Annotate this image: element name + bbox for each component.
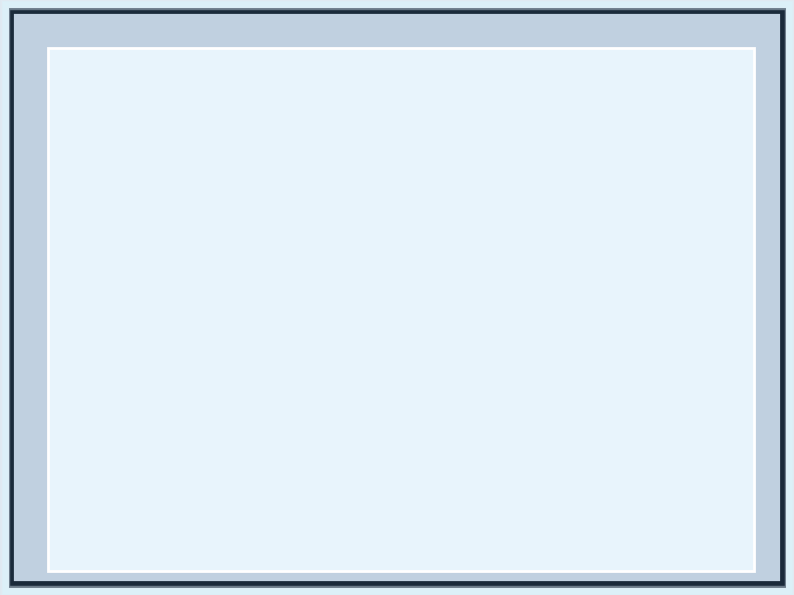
Text: Two charged plates: Two charged plates (132, 455, 253, 465)
Text: -: - (238, 256, 245, 271)
Text: +: + (137, 277, 150, 292)
Text: d is the distance
between the plates: d is the distance between the plates (434, 470, 646, 514)
Bar (225, 148, 257, 420)
Text: +: + (137, 214, 150, 228)
Bar (128, 148, 160, 420)
Text: +: + (137, 298, 150, 312)
Text: +: + (137, 256, 150, 271)
Text: +: + (137, 318, 150, 333)
Text: -: - (238, 214, 245, 228)
Text: -: - (238, 277, 245, 292)
Text: -: - (238, 234, 245, 250)
Text: +: + (137, 360, 150, 375)
Text: -: - (238, 360, 245, 375)
Text: +: + (137, 402, 150, 417)
Text: -: - (238, 339, 245, 354)
Text: +: + (137, 172, 150, 187)
Text: E=V$_{\mathregular{ba}}$/d: E=V$_{\mathregular{ba}}$/d (315, 342, 425, 368)
Text: E-field between: E-field between (149, 440, 236, 450)
Text: -: - (238, 298, 245, 312)
Text: -: - (238, 172, 245, 187)
Text: +: + (137, 193, 150, 208)
Text: +: + (137, 381, 150, 396)
Text: -: - (238, 402, 245, 417)
Text: -: - (238, 151, 245, 166)
Text: For two parallel plates, the
relationship between
electric field and electric
po: For two parallel plates, the relationshi… (315, 185, 589, 278)
Text: -: - (238, 193, 245, 208)
Text: -: - (238, 381, 245, 396)
Text: Back to the parallel plates!: Back to the parallel plates! (163, 61, 631, 89)
Text: +: + (137, 151, 150, 166)
Text: -: - (238, 318, 245, 333)
Polygon shape (128, 148, 160, 420)
Text: +: + (137, 234, 150, 250)
Text: +: + (137, 339, 150, 354)
